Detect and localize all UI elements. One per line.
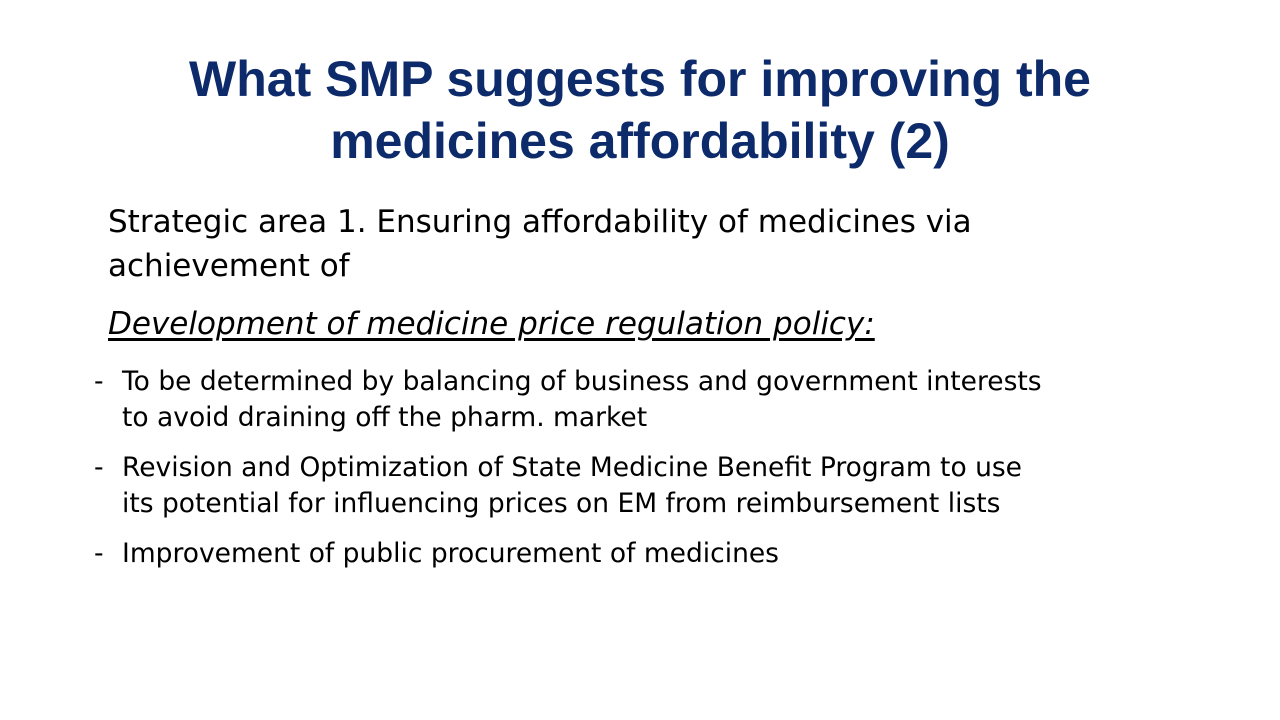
bullet-text-line: Improvement of public procurement of med… <box>122 538 779 569</box>
intro-line-2: achievement of <box>108 248 350 284</box>
strategic-area-text: Strategic area 1. Ensuring affordability… <box>108 200 1188 288</box>
bullet-item-2: - Revision and Optimization of State Med… <box>90 450 1220 522</box>
intro-line-1: Strategic area 1. Ensuring affordability… <box>108 204 972 240</box>
bullet-text-line: To be determined by balancing of busines… <box>122 366 1042 397</box>
bullet-text-line: its potential for influencing prices on … <box>122 488 1001 519</box>
bullet-list: - To be determined by balancing of busin… <box>90 364 1220 586</box>
bullet-text-line: to avoid draining off the pharm. market <box>122 402 648 433</box>
title-line-1: What SMP suggests for improving the <box>189 51 1091 107</box>
bullet-dash: - <box>94 452 104 483</box>
bullet-text-line: Revision and Optimization of State Medic… <box>122 452 1022 483</box>
bullet-item-3: - Improvement of public procurement of m… <box>90 536 1220 572</box>
bullet-item-1: - To be determined by balancing of busin… <box>90 364 1220 436</box>
bullet-dash: - <box>94 538 104 569</box>
slide-title: What SMP suggests for improving the medi… <box>60 48 1220 172</box>
bullet-dash: - <box>94 366 104 397</box>
policy-subheading: Development of medicine price regulation… <box>108 306 875 342</box>
title-line-2: medicines affordability (2) <box>330 113 950 169</box>
